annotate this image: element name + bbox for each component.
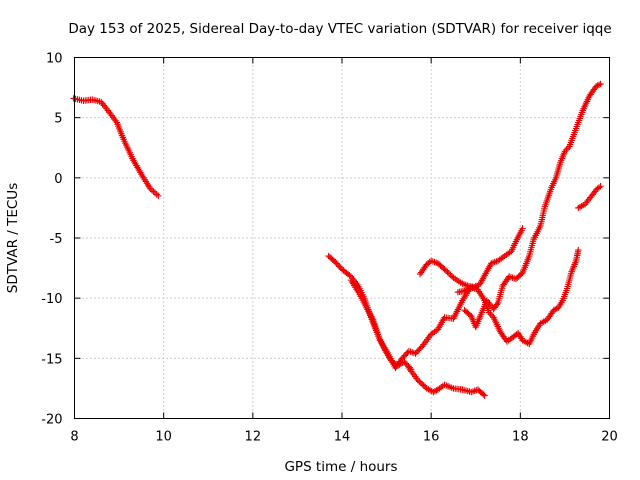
data-point: [448, 273, 456, 280]
x-tick-label: 20: [601, 430, 618, 445]
data-point: [447, 271, 454, 279]
data-point: [420, 382, 427, 389]
data-point: [414, 376, 421, 384]
data-markers: [70, 80, 604, 399]
x-tick-label: 12: [245, 430, 262, 445]
x-tick-label: 14: [334, 430, 351, 445]
data-point: [519, 225, 526, 232]
data-point: [431, 388, 439, 395]
x-tick-label: 10: [155, 430, 172, 445]
data-point: [444, 268, 451, 276]
series-track-8: [575, 183, 604, 212]
x-tick-labels: 8 10 12 14 16 18 20: [70, 430, 617, 445]
data-point: [441, 266, 448, 273]
data-point: [346, 272, 353, 279]
y-tick-label: 0: [54, 172, 62, 187]
y-tick-label: -10: [41, 292, 62, 307]
data-point: [150, 188, 157, 195]
grid-lines: [74, 57, 610, 419]
series-track-4: [405, 364, 488, 399]
x-tick-label: 18: [512, 430, 529, 445]
series-track-6: [454, 246, 582, 348]
y-tick-label: -5: [50, 232, 63, 247]
series-track-1: [70, 95, 162, 200]
data-point: [597, 80, 604, 88]
chart-title: Day 153 of 2025, Sidereal Day-to-day VTE…: [68, 21, 611, 37]
series-track-7: [461, 80, 604, 331]
y-tick-labels: 10 5 0 -5 -10 -15 -20: [41, 52, 62, 428]
data-point: [597, 183, 604, 190]
y-tick-label: 10: [46, 52, 63, 67]
y-axis-label: SDTVAR / TECUs: [5, 183, 21, 293]
data-point: [419, 381, 426, 388]
data-point: [595, 184, 603, 191]
y-tick-label: -20: [41, 413, 62, 428]
data-point: [575, 246, 582, 254]
data-point: [153, 191, 160, 198]
y-tick-label: -15: [41, 352, 62, 367]
data-point: [480, 391, 487, 398]
data-point: [151, 189, 159, 197]
series-track-5: [416, 225, 526, 291]
data-point: [417, 379, 424, 387]
x-tick-label: 8: [70, 430, 78, 445]
data-point: [595, 81, 603, 88]
data-point: [445, 270, 453, 277]
x-tick-label: 16: [423, 430, 440, 445]
data-point: [155, 192, 162, 200]
series-track-3: [347, 276, 479, 372]
axis-ticks: [74, 57, 610, 419]
y-tick-label: 5: [54, 112, 62, 127]
data-point: [493, 301, 501, 308]
data-point: [442, 267, 450, 274]
data-point: [416, 378, 423, 385]
x-axis-label: GPS time / hours: [284, 459, 397, 475]
data-point: [481, 392, 488, 399]
